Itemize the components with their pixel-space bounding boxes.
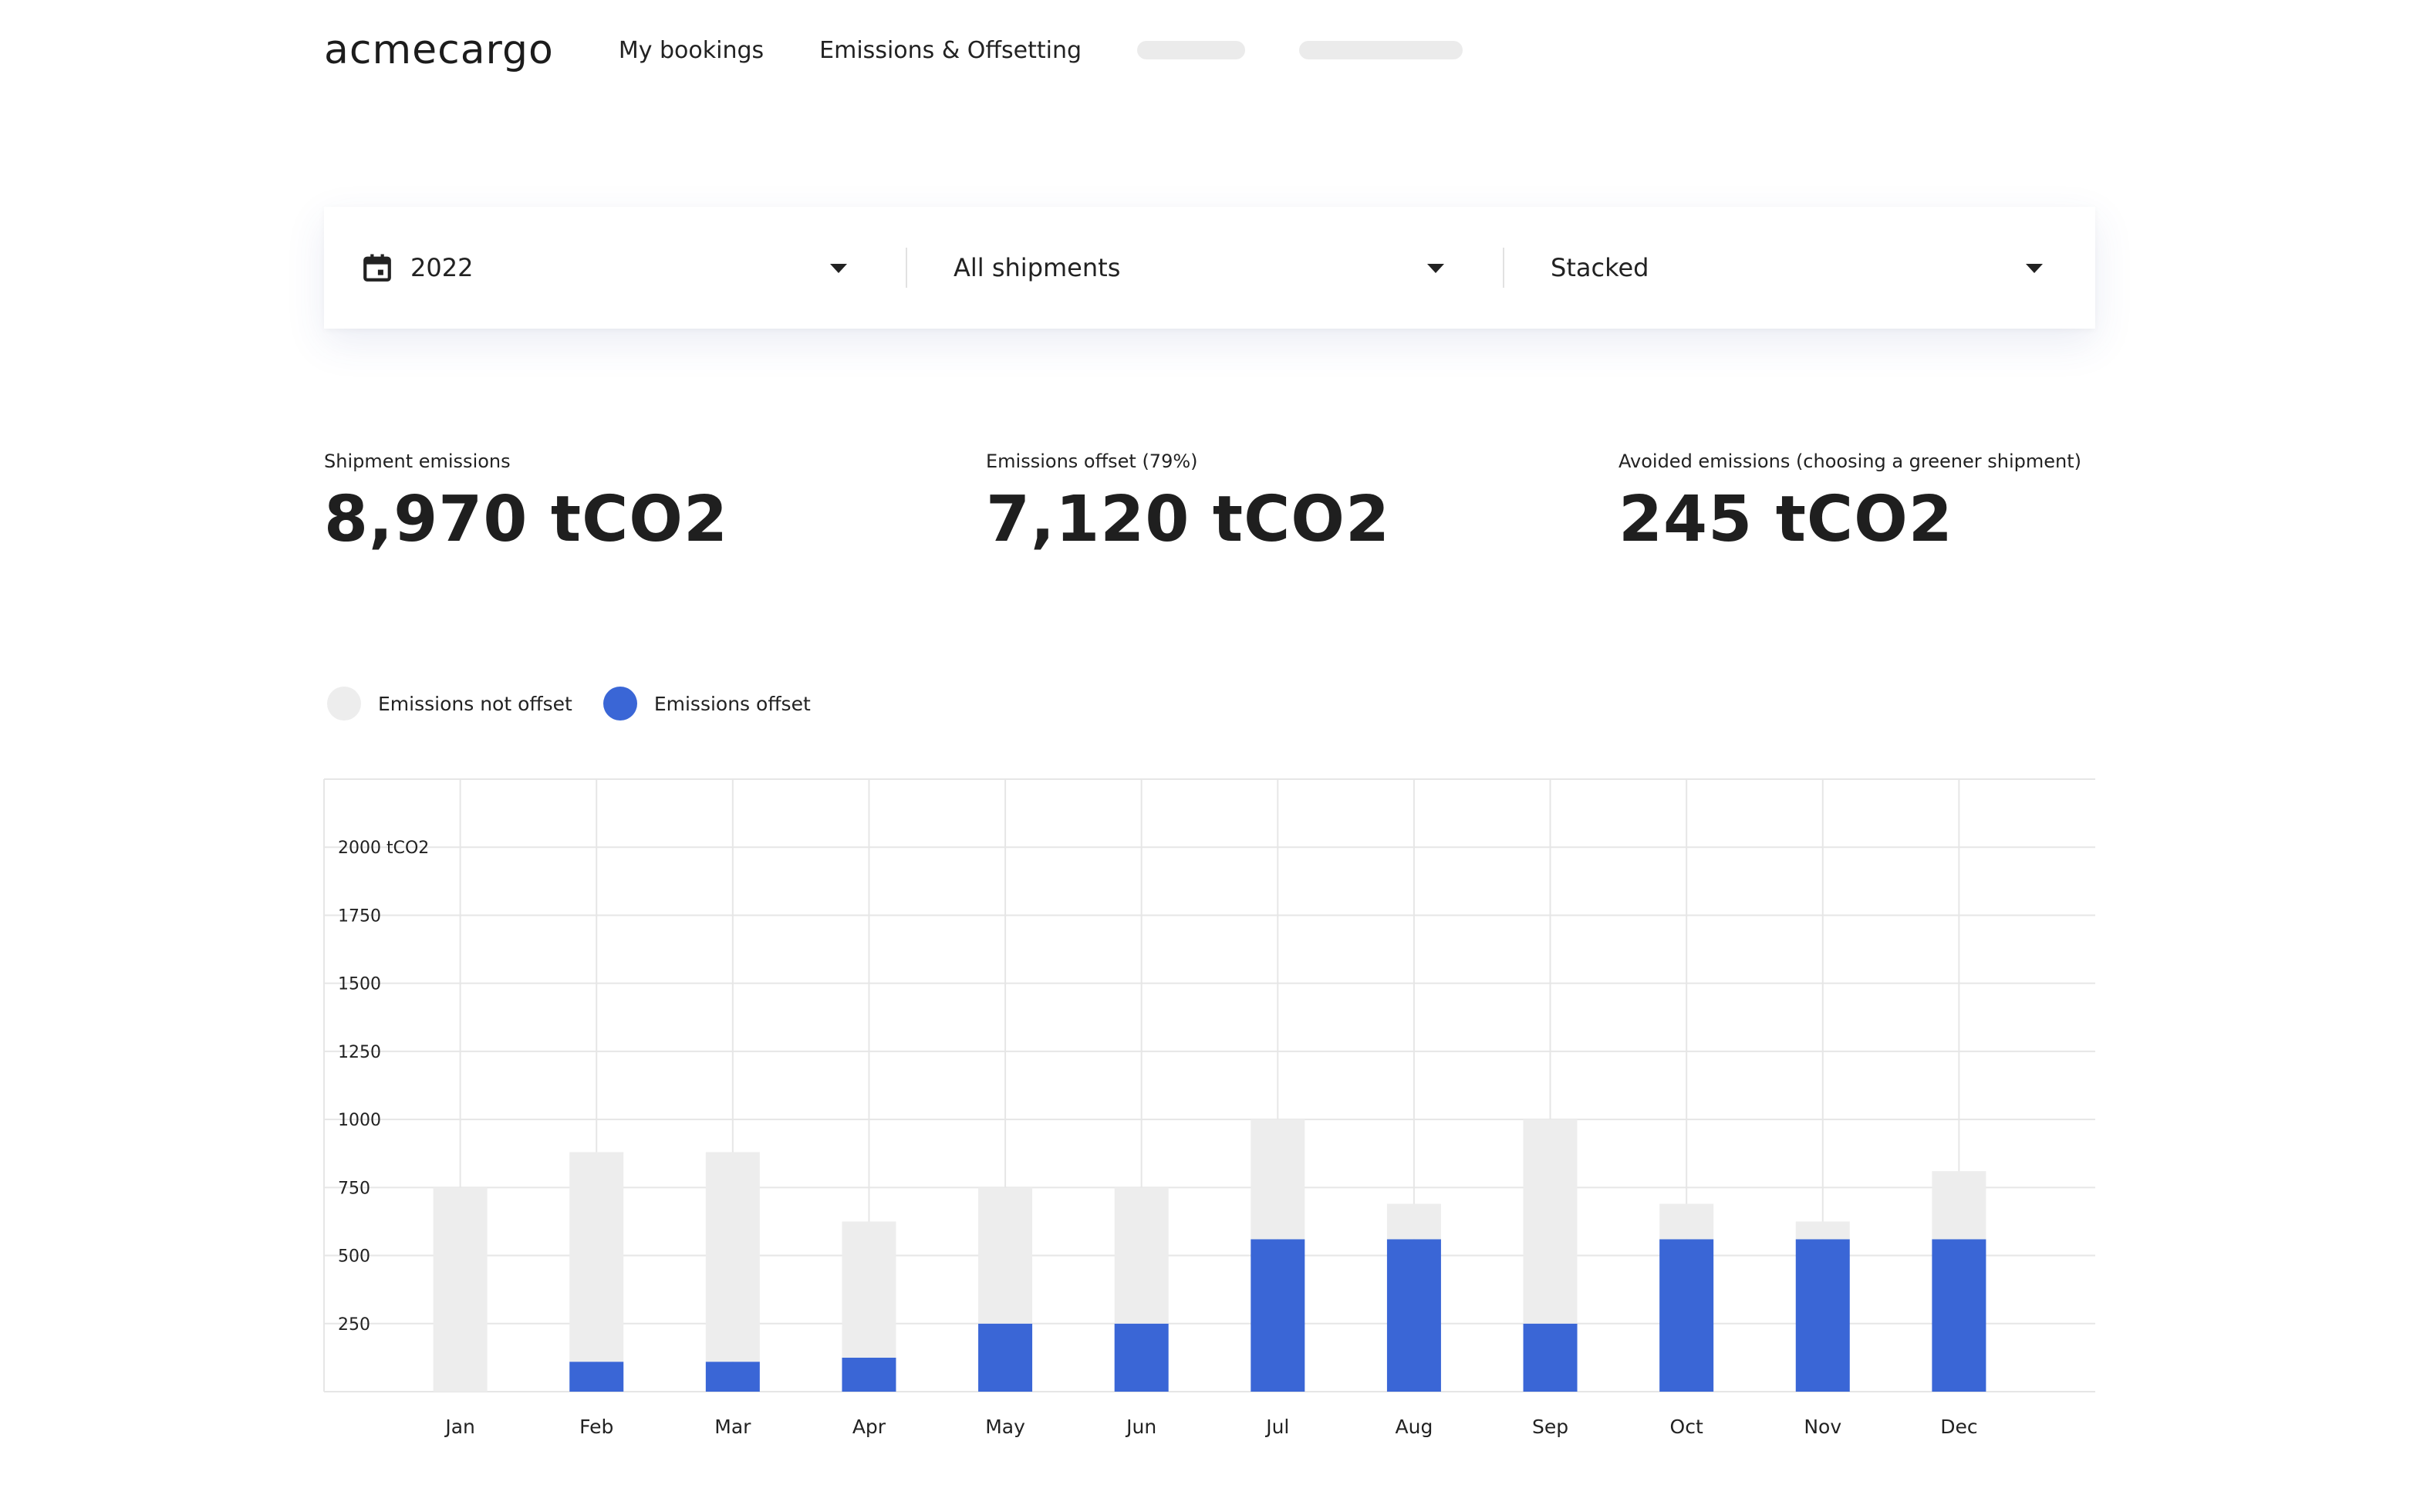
kpi-avoided-emissions: Avoided emissions (choosing a greener sh… (1618, 451, 2081, 556)
filter-divider (1503, 248, 1504, 288)
x-tick-label: May (985, 1416, 1025, 1438)
bar-emissions-not-offset (842, 1221, 896, 1358)
legend-label: Emissions not offset (378, 692, 572, 715)
shipments-value: All shipments (954, 253, 1121, 282)
x-tick-label: Apr (852, 1416, 886, 1438)
bar-emissions-offset (1251, 1239, 1305, 1392)
kpi-label: Shipment emissions (324, 451, 511, 472)
nav-placeholder (1299, 41, 1463, 59)
bar-emissions-not-offset (1114, 1187, 1169, 1324)
x-tick-label: Sep (1532, 1416, 1568, 1438)
kpi-value: 7,120 tCO2 (986, 483, 1391, 556)
bar-emissions-not-offset (1659, 1203, 1714, 1240)
legend-swatch (602, 687, 637, 721)
nav-emissions-offsetting[interactable]: Emissions & Offsetting (819, 36, 1082, 64)
chevron-down-icon (1427, 264, 1444, 273)
chevron-down-icon (2026, 264, 2043, 273)
x-tick-label: Jul (1264, 1416, 1289, 1438)
kpi-label: Emissions offset (79%) (986, 451, 1198, 472)
y-tick-label: 2000 tCO2 (338, 839, 429, 858)
bar-emissions-not-offset (705, 1152, 760, 1362)
chevron-down-icon (830, 264, 847, 273)
legend-swatch (327, 687, 361, 721)
view-value: Stacked (1551, 253, 1649, 282)
bar-emissions-offset (1386, 1239, 1441, 1392)
shipments-select[interactable]: All shipments (907, 207, 1503, 329)
bar-emissions-not-offset (569, 1152, 624, 1362)
kpi-shipment-emissions: Shipment emissions 8,970 tCO2 (324, 451, 728, 556)
nav-placeholder (1137, 41, 1246, 59)
bar-emissions-offset (1659, 1239, 1714, 1392)
year-select[interactable]: 2022 (324, 207, 906, 329)
y-tick-label: 1250 (338, 1043, 381, 1062)
filter-divider (906, 248, 907, 288)
x-tick-label: Dec (1940, 1416, 1977, 1438)
kpi-label: Avoided emissions (choosing a greener sh… (1618, 451, 2081, 472)
x-tick-label: Mar (714, 1416, 751, 1438)
y-tick-label: 750 (338, 1179, 370, 1198)
y-tick-label: 1500 (338, 975, 381, 994)
bar-emissions-not-offset (433, 1187, 488, 1392)
x-tick-label: Oct (1670, 1416, 1703, 1438)
bar-emissions-not-offset (1932, 1171, 1986, 1240)
kpi-value: 245 tCO2 (1618, 483, 1953, 556)
filter-bar: 2022 All shipments Stacked (324, 207, 2095, 329)
bar-emissions-not-offset (1795, 1221, 1850, 1240)
bar-emissions-offset (978, 1323, 1033, 1392)
bar-emissions-not-offset (1523, 1119, 1578, 1324)
bar-emissions-offset (705, 1362, 760, 1392)
x-tick-label: Nov (1804, 1416, 1841, 1438)
nav-my-bookings[interactable]: My bookings (618, 36, 765, 64)
chart-legend: Emissions not offset Emissions offset (327, 687, 842, 721)
y-tick-label: 1000 (338, 1111, 381, 1130)
bar-emissions-offset (842, 1357, 896, 1392)
y-tick-label: 250 (338, 1315, 370, 1335)
kpi-emissions-offset: Emissions offset (79%) 7,120 tCO2 (986, 451, 1390, 556)
bar-emissions-not-offset (978, 1187, 1033, 1324)
legend-item-not-offset[interactable]: Emissions not offset (327, 687, 572, 721)
legend-item-offset[interactable]: Emissions offset (602, 687, 811, 721)
top-nav: acmecargo My bookings Emissions & Offset… (324, 27, 1517, 73)
bar-emissions-offset (1795, 1239, 1850, 1392)
bar-emissions-not-offset (1386, 1203, 1441, 1240)
x-tick-label: Jun (1125, 1416, 1156, 1438)
bar-emissions-offset (1932, 1239, 1986, 1392)
year-value: 2022 (410, 253, 474, 282)
kpi-value: 8,970 tCO2 (324, 483, 729, 556)
x-tick-label: Jan (444, 1416, 475, 1438)
x-tick-label: Aug (1396, 1416, 1433, 1438)
y-tick-label: 500 (338, 1247, 370, 1267)
legend-label: Emissions offset (653, 692, 811, 715)
bar-emissions-offset (1523, 1323, 1578, 1392)
calendar-icon (363, 254, 391, 282)
bar-emissions-not-offset (1251, 1119, 1305, 1240)
view-select[interactable]: Stacked (1504, 207, 2094, 329)
bar-emissions-offset (569, 1362, 624, 1392)
bar-emissions-offset (1114, 1323, 1169, 1392)
x-tick-label: Feb (579, 1416, 613, 1438)
logo[interactable]: acmecargo (324, 27, 554, 73)
y-tick-label: 1750 (338, 906, 381, 926)
